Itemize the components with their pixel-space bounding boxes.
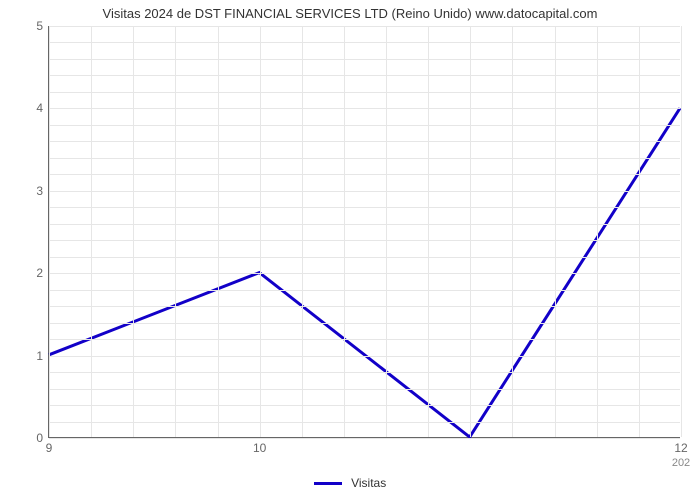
gridline-h: [49, 438, 680, 439]
chart-container: Visitas 2024 de DST FINANCIAL SERVICES L…: [0, 0, 700, 500]
gridline-v: [597, 26, 598, 437]
legend: Visitas: [0, 475, 700, 490]
gridline-h: [49, 356, 680, 357]
gridline-h: [49, 224, 680, 225]
gridline-v: [260, 26, 261, 437]
gridline-h: [49, 141, 680, 142]
x-sub-label: 202: [672, 457, 690, 469]
gridline-h: [49, 191, 680, 192]
y-tick-label: 1: [36, 349, 43, 363]
gridline-v: [175, 26, 176, 437]
gridline-v: [386, 26, 387, 437]
gridline-h: [49, 339, 680, 340]
y-tick-label: 3: [36, 184, 43, 198]
gridline-h: [49, 207, 680, 208]
y-tick-label: 5: [36, 19, 43, 33]
gridline-h: [49, 92, 680, 93]
y-tick-label: 4: [36, 101, 43, 115]
gridline-h: [49, 389, 680, 390]
legend-label: Visitas: [351, 476, 386, 490]
gridline-v: [512, 26, 513, 437]
gridline-v: [428, 26, 429, 437]
gridline-v: [344, 26, 345, 437]
gridline-v: [133, 26, 134, 437]
gridline-v: [470, 26, 471, 437]
chart-title: Visitas 2024 de DST FINANCIAL SERVICES L…: [0, 6, 700, 21]
x-tick-label: 12: [674, 441, 687, 455]
gridline-h: [49, 26, 680, 27]
gridline-h: [49, 306, 680, 307]
line-series-layer: [49, 26, 680, 437]
x-tick-label: 9: [46, 441, 53, 455]
y-tick-label: 0: [36, 431, 43, 445]
gridline-h: [49, 273, 680, 274]
gridline-h: [49, 257, 680, 258]
gridline-v: [639, 26, 640, 437]
y-tick-label: 2: [36, 266, 43, 280]
gridline-v: [681, 26, 682, 437]
x-tick-label: 10: [253, 441, 266, 455]
legend-swatch: [314, 482, 342, 485]
gridline-h: [49, 405, 680, 406]
gridline-h: [49, 75, 680, 76]
gridline-v: [302, 26, 303, 437]
gridline-v: [218, 26, 219, 437]
gridline-h: [49, 240, 680, 241]
gridline-h: [49, 108, 680, 109]
gridline-v: [91, 26, 92, 437]
gridline-h: [49, 59, 680, 60]
gridline-h: [49, 422, 680, 423]
gridline-h: [49, 372, 680, 373]
gridline-h: [49, 158, 680, 159]
gridline-h: [49, 125, 680, 126]
plot-area: 01234591012202: [48, 26, 680, 438]
gridline-h: [49, 290, 680, 291]
gridline-v: [49, 26, 50, 437]
gridline-h: [49, 42, 680, 43]
gridline-h: [49, 174, 680, 175]
gridline-v: [555, 26, 556, 437]
gridline-h: [49, 323, 680, 324]
